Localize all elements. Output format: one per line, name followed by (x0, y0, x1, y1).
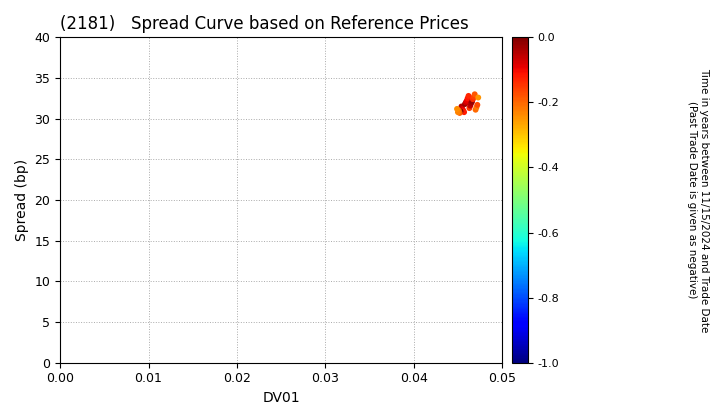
Point (452, 109, 464, 116)
Point (469, 91, 480, 97)
Point (451, 105, 463, 112)
Point (460, 99, 472, 106)
X-axis label: DV01: DV01 (262, 391, 300, 405)
Point (456, 105, 468, 112)
Point (470, 106, 482, 113)
Y-axis label: Time in years between 11/15/2024 and Trade Date
(Past Trade Date is given as neg: Time in years between 11/15/2024 and Tra… (688, 68, 709, 332)
Point (457, 107, 469, 114)
Point (471, 104, 482, 110)
Point (472, 94, 484, 101)
Point (464, 105, 475, 111)
Point (453, 107, 464, 114)
Point (454, 110, 465, 116)
Point (462, 95, 473, 102)
Point (472, 102, 483, 108)
Point (465, 100, 477, 107)
Point (467, 98, 478, 105)
Point (467, 96, 479, 102)
Text: (2181)   Spread Curve based on Reference Prices: (2181) Spread Curve based on Reference P… (60, 15, 469, 33)
Point (456, 103, 467, 110)
Point (464, 102, 476, 109)
Point (461, 97, 472, 104)
Point (463, 92, 474, 99)
Point (459, 101, 471, 108)
Point (455, 108, 467, 115)
Point (459, 109, 470, 116)
Y-axis label: Spread (bp): Spread (bp) (15, 159, 29, 241)
Point (468, 93, 480, 100)
